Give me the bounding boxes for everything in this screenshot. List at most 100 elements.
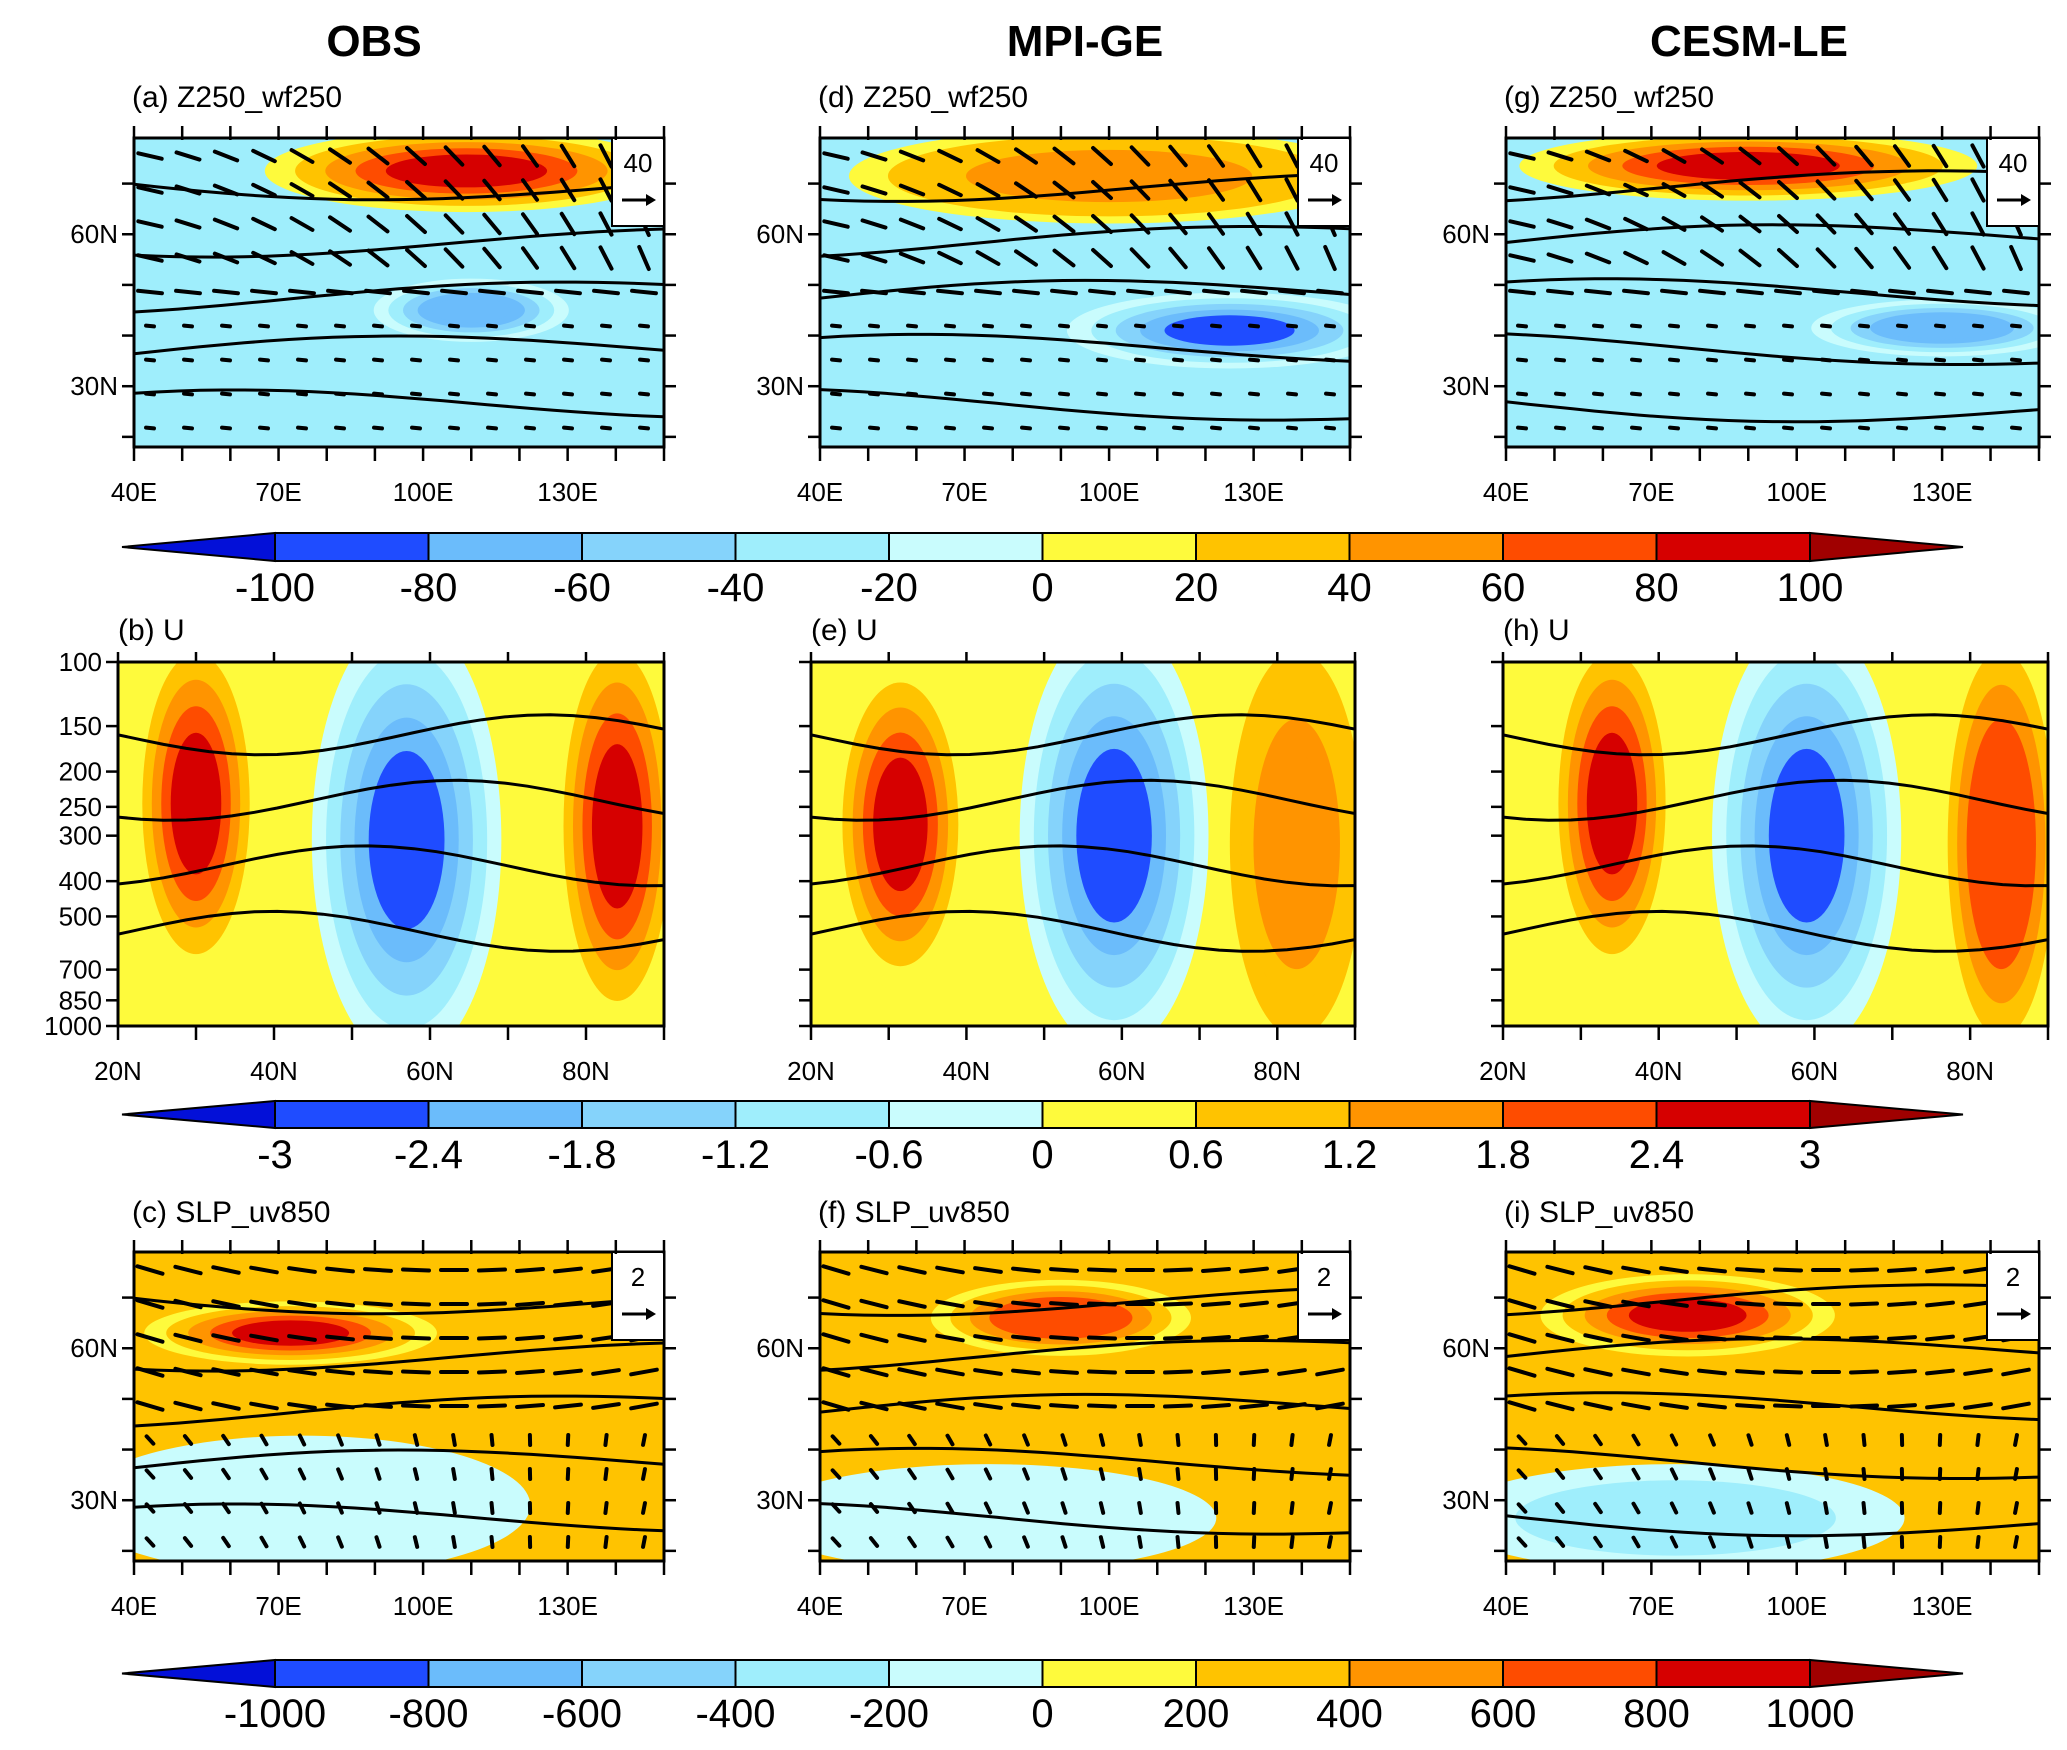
- vector-arrow: [1096, 357, 1108, 363]
- vector-arrow: [249, 1299, 279, 1309]
- vector-arrow: [1087, 1335, 1117, 1341]
- vector-arrow: [326, 288, 354, 296]
- vector-arrow: [1887, 1267, 1917, 1273]
- vector-arrow: [1020, 425, 1032, 431]
- vector-arrow: [897, 1299, 927, 1309]
- vector-arrow: [1621, 1401, 1651, 1411]
- vector-arrow: [1746, 1501, 1754, 1515]
- vector-arrow: [1661, 216, 1687, 232]
- vector-arrow: [944, 391, 956, 397]
- contour-line: [134, 1394, 664, 1428]
- x-tick-label: 40E: [797, 477, 843, 507]
- y-tick-label: 850: [59, 985, 102, 1015]
- vector-arrow: [412, 1467, 420, 1481]
- vector-arrow: [1554, 1536, 1566, 1548]
- vector-arrow: [830, 1468, 842, 1480]
- vector-arrow: [1516, 323, 1528, 329]
- contour-line: [1506, 1446, 2039, 1480]
- vector-arrow: [520, 144, 540, 168]
- contour-line: [1503, 713, 2048, 757]
- colorbar-cell: [274, 532, 430, 562]
- vector-arrow: [1970, 143, 1986, 169]
- vector-arrow: [1049, 1267, 1079, 1273]
- vector-arrow: [1697, 1266, 1727, 1274]
- vector-arrow: [1277, 1402, 1307, 1410]
- colorbar-cell: [1348, 1659, 1504, 1688]
- vector-arrow: [1861, 1467, 1867, 1481]
- vector-arrow: [1507, 1298, 1537, 1310]
- vector-arrow: [1700, 215, 1724, 233]
- vector-arrow: [1887, 1369, 1917, 1375]
- vector-arrow: [212, 149, 240, 163]
- x-tick-label: 60N: [406, 1056, 454, 1086]
- vector-arrow: [1583, 1333, 1613, 1343]
- vector-arrow: [868, 357, 880, 363]
- vector-arrow: [1516, 1468, 1528, 1480]
- vector-arrow: [1134, 425, 1146, 431]
- vector-arrow: [1516, 1536, 1528, 1548]
- vector-arrow: [258, 425, 270, 431]
- vector-arrow: [822, 288, 850, 296]
- vector-arrow: [897, 1367, 927, 1377]
- vector-arrow: [1970, 177, 1986, 203]
- vector-arrow: [1584, 288, 1612, 296]
- colorbar-label: 1.8: [1475, 1133, 1531, 1177]
- vector-arrow: [1060, 1501, 1068, 1515]
- vector-arrow: [366, 248, 390, 268]
- vector-arrow: [1163, 1335, 1193, 1341]
- vector-arrow: [336, 1467, 344, 1481]
- vector-arrow: [1201, 1335, 1231, 1341]
- vector-arrow: [1091, 179, 1113, 201]
- vector-arrow: [1022, 1467, 1030, 1481]
- vector-arrow: [1738, 214, 1762, 234]
- vector-arrow: [1286, 357, 1298, 363]
- vector-arrow: [975, 148, 1001, 164]
- vector-arrow: [1887, 1403, 1917, 1409]
- vector-arrow: [1892, 246, 1912, 270]
- vector-arrow: [405, 179, 427, 201]
- vector-arrow: [1773, 1403, 1803, 1409]
- vector-arrow: [1861, 1433, 1867, 1447]
- vector-arrow: [1245, 143, 1263, 169]
- vector-arrow: [1669, 1535, 1679, 1549]
- vector-arrow: [489, 1433, 495, 1447]
- x-tick-label: 40E: [1483, 477, 1529, 507]
- x-tick-label: 100E: [393, 477, 454, 507]
- vector-arrow: [1096, 425, 1108, 431]
- vector-arrow: [1592, 323, 1604, 329]
- vector-arrow: [1661, 148, 1687, 164]
- reference-vector-label: 40: [1999, 148, 2028, 178]
- vector-arrow: [945, 1467, 955, 1481]
- vector-arrow: [136, 151, 164, 161]
- y-tick-label: 300: [59, 821, 102, 851]
- vector-arrow: [1782, 323, 1794, 329]
- vector-arrow: [1049, 1301, 1079, 1307]
- vector-arrow: [1697, 1402, 1727, 1410]
- vector-arrow: [173, 1332, 203, 1344]
- panel-content: [811, 662, 1355, 1026]
- vector-arrow: [1052, 146, 1076, 166]
- vector-arrow: [1546, 184, 1574, 196]
- vector-arrow: [1706, 323, 1718, 329]
- vector-arrow: [288, 288, 316, 296]
- vector-arrow: [1545, 1264, 1575, 1276]
- vector-arrow: [401, 1369, 431, 1375]
- vector-arrow: [554, 288, 582, 296]
- x-tick-label: 130E: [1223, 1591, 1284, 1621]
- vector-arrow: [328, 215, 352, 233]
- vector-arrow: [1738, 248, 1762, 268]
- vector-arrow: [1129, 247, 1151, 269]
- vector-arrow: [520, 246, 540, 270]
- panel-label: (i) SLP_uv850: [1504, 1196, 1694, 1229]
- vector-arrow: [211, 1333, 241, 1343]
- contour-line: [1506, 1337, 2039, 1358]
- vector-arrow: [1050, 288, 1078, 296]
- vector-arrow: [830, 1502, 842, 1514]
- vector-arrow: [1239, 1300, 1269, 1308]
- vector-arrow: [1784, 1433, 1792, 1447]
- vector-arrow: [1087, 1267, 1117, 1273]
- vector-arrow: [982, 323, 994, 329]
- y-tick-label: 30N: [756, 1485, 804, 1515]
- vector-arrow: [860, 252, 888, 264]
- vector-arrow: [1697, 1334, 1727, 1342]
